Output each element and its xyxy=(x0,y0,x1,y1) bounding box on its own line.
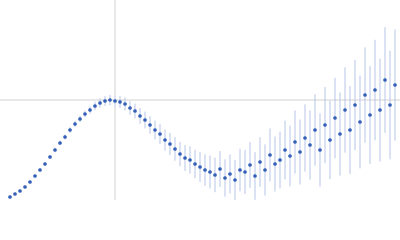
data-point xyxy=(113,99,117,103)
data-point xyxy=(123,102,127,106)
data-point xyxy=(248,163,252,167)
data-point xyxy=(118,100,122,104)
data-point xyxy=(48,155,52,159)
data-point xyxy=(58,141,62,145)
data-point xyxy=(383,78,387,82)
data-point xyxy=(308,143,312,147)
chart xyxy=(0,0,400,200)
data-point xyxy=(358,120,362,124)
data-point xyxy=(163,138,167,142)
data-point xyxy=(18,189,22,193)
data-point xyxy=(138,114,142,118)
data-point xyxy=(178,152,182,156)
data-point xyxy=(38,168,42,172)
data-point xyxy=(73,122,77,126)
data-point xyxy=(368,113,372,117)
data-point xyxy=(78,117,82,121)
data-point xyxy=(108,98,112,102)
data-point xyxy=(233,178,237,182)
data-point xyxy=(333,116,337,120)
data-point xyxy=(68,128,72,132)
data-point xyxy=(348,128,352,132)
data-point xyxy=(183,156,187,160)
data-point xyxy=(313,128,317,132)
data-point xyxy=(213,173,217,177)
data-point xyxy=(13,192,17,196)
data-point xyxy=(378,108,382,112)
data-point xyxy=(283,148,287,152)
data-point xyxy=(43,162,47,166)
data-point xyxy=(393,83,397,87)
data-point xyxy=(158,132,162,136)
data-point xyxy=(8,195,12,199)
data-point xyxy=(323,123,327,127)
data-point xyxy=(343,108,347,112)
data-point xyxy=(188,158,192,162)
data-point xyxy=(83,112,87,116)
data-point xyxy=(103,99,107,103)
data-point xyxy=(273,162,277,166)
data-point xyxy=(128,106,132,110)
data-point xyxy=(203,168,207,172)
data-point xyxy=(168,142,172,146)
data-point xyxy=(53,148,57,152)
data-point xyxy=(258,160,262,164)
data-point xyxy=(328,138,332,142)
data-point xyxy=(263,168,267,172)
data-point xyxy=(288,154,292,158)
data-point xyxy=(218,167,222,171)
data-point xyxy=(253,174,257,178)
data-point xyxy=(293,140,297,144)
data-point xyxy=(148,123,152,127)
data-point xyxy=(228,172,232,176)
data-point xyxy=(238,168,242,172)
data-point xyxy=(28,180,32,184)
data-point xyxy=(268,153,272,157)
data-point xyxy=(303,136,307,140)
data-point xyxy=(373,88,377,92)
data-point xyxy=(198,165,202,169)
data-point xyxy=(23,185,27,189)
data-point xyxy=(173,147,177,151)
data-point xyxy=(33,174,37,178)
data-point xyxy=(208,170,212,174)
data-point xyxy=(223,176,227,180)
data-point xyxy=(243,170,247,174)
data-point xyxy=(193,162,197,166)
data-point xyxy=(338,132,342,136)
data-point xyxy=(388,103,392,107)
data-point xyxy=(298,150,302,154)
data-point xyxy=(88,108,92,112)
data-point xyxy=(63,135,67,139)
page: (() => { const data = JSON.parse(documen… xyxy=(0,0,400,200)
data-point xyxy=(143,118,147,122)
data-point xyxy=(133,109,137,113)
data-point xyxy=(93,104,97,108)
data-point xyxy=(98,101,102,105)
data-point xyxy=(353,103,357,107)
data-point xyxy=(278,158,282,162)
data-point xyxy=(318,148,322,152)
data-point xyxy=(153,128,157,132)
data-point xyxy=(363,93,367,97)
